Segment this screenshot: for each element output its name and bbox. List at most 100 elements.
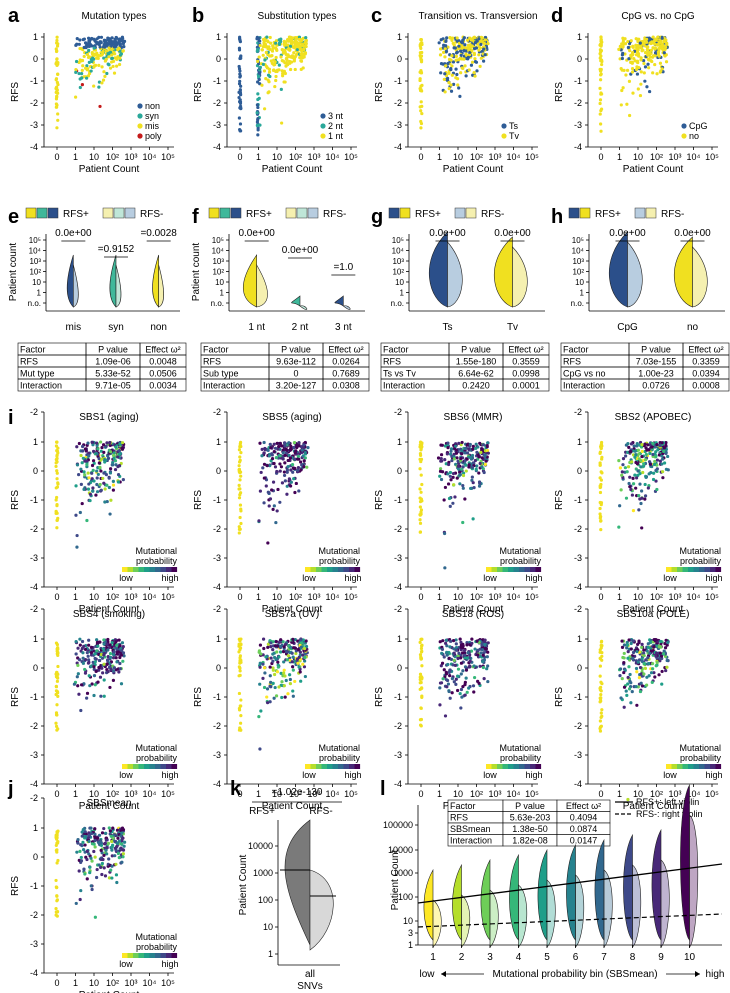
point bbox=[102, 826, 106, 831]
point bbox=[84, 41, 88, 45]
point bbox=[419, 38, 423, 42]
table-text: 1.09e-06 bbox=[95, 357, 131, 367]
point bbox=[419, 58, 424, 62]
point bbox=[288, 484, 293, 488]
bin-label: 3 bbox=[487, 952, 493, 963]
point bbox=[654, 468, 658, 473]
point bbox=[449, 447, 454, 451]
y-tick-label: -2 bbox=[213, 524, 221, 534]
colorbar-step bbox=[160, 953, 167, 958]
point bbox=[284, 649, 288, 654]
point bbox=[640, 526, 644, 530]
p-value-label: =1.02e-130 bbox=[272, 787, 323, 798]
table-text: Sub type bbox=[203, 369, 239, 379]
point bbox=[439, 459, 443, 463]
point bbox=[97, 461, 101, 465]
point bbox=[82, 487, 86, 491]
point bbox=[74, 68, 78, 72]
point bbox=[299, 67, 303, 72]
y-tick-label: n.o. bbox=[391, 299, 404, 308]
point bbox=[449, 478, 453, 482]
y-tick-label: n.o. bbox=[571, 299, 584, 308]
point bbox=[102, 43, 106, 47]
point bbox=[93, 832, 97, 836]
point bbox=[116, 472, 121, 477]
point bbox=[122, 844, 126, 848]
point bbox=[95, 441, 99, 445]
table-text: 0.0874 bbox=[570, 824, 598, 834]
point bbox=[460, 695, 464, 699]
point bbox=[647, 38, 651, 42]
point bbox=[626, 465, 631, 469]
point bbox=[641, 470, 645, 475]
point bbox=[116, 836, 120, 840]
point bbox=[646, 655, 650, 660]
point bbox=[288, 44, 293, 48]
point bbox=[285, 484, 289, 488]
point bbox=[653, 459, 657, 464]
point bbox=[95, 875, 99, 880]
point bbox=[55, 440, 59, 444]
point bbox=[598, 650, 602, 654]
point bbox=[238, 122, 243, 126]
point bbox=[662, 461, 667, 465]
panel-letter-i: i bbox=[8, 407, 14, 429]
point bbox=[123, 840, 127, 844]
point bbox=[97, 85, 101, 89]
legend-rfs-plus: RFS+ bbox=[63, 209, 89, 220]
point bbox=[255, 120, 260, 124]
point bbox=[55, 518, 59, 522]
point bbox=[94, 493, 98, 497]
y-tick-label: 10² bbox=[29, 268, 41, 277]
colorbar-step bbox=[122, 764, 128, 769]
colorbar-title: Mutational bbox=[318, 546, 360, 556]
violin-half-rfs-minus bbox=[432, 899, 442, 948]
x-tick-label: 10⁵ bbox=[344, 789, 358, 799]
point bbox=[459, 687, 464, 692]
point bbox=[648, 651, 652, 656]
violin-half-rfs-plus bbox=[284, 819, 311, 946]
point bbox=[599, 693, 603, 697]
panel-d-title: CpG vs. no CpG bbox=[621, 11, 695, 22]
point bbox=[92, 461, 96, 465]
point bbox=[55, 80, 59, 85]
violin-half-rfs-plus bbox=[428, 231, 448, 308]
point bbox=[283, 80, 287, 84]
x-tick-label: 10² bbox=[106, 789, 119, 799]
y-tick-label: -2 bbox=[30, 98, 38, 108]
point bbox=[92, 46, 96, 50]
point bbox=[480, 648, 485, 652]
point bbox=[470, 475, 474, 479]
point bbox=[117, 452, 122, 456]
x-tick-label: 10⁴ bbox=[687, 789, 701, 799]
point bbox=[619, 488, 623, 492]
point bbox=[637, 452, 641, 456]
point bbox=[448, 668, 452, 672]
point bbox=[55, 526, 59, 530]
point bbox=[642, 71, 646, 75]
point bbox=[657, 645, 661, 649]
point bbox=[87, 638, 91, 642]
point bbox=[99, 488, 103, 492]
point bbox=[454, 67, 458, 71]
point bbox=[662, 446, 666, 450]
point bbox=[439, 38, 443, 42]
point bbox=[448, 474, 452, 478]
point bbox=[268, 442, 272, 446]
point bbox=[120, 641, 125, 645]
point bbox=[238, 444, 242, 448]
point bbox=[278, 500, 282, 504]
point bbox=[440, 661, 445, 665]
point bbox=[102, 662, 106, 666]
x-axis-title: Patient Count bbox=[623, 164, 684, 175]
panel-letter-b: b bbox=[192, 5, 204, 27]
point bbox=[82, 470, 86, 474]
point bbox=[282, 660, 286, 664]
point bbox=[121, 659, 125, 663]
point bbox=[639, 501, 643, 506]
point bbox=[447, 71, 451, 75]
point bbox=[297, 489, 301, 493]
y-tick-label: 1 bbox=[397, 634, 402, 644]
point bbox=[54, 685, 59, 689]
